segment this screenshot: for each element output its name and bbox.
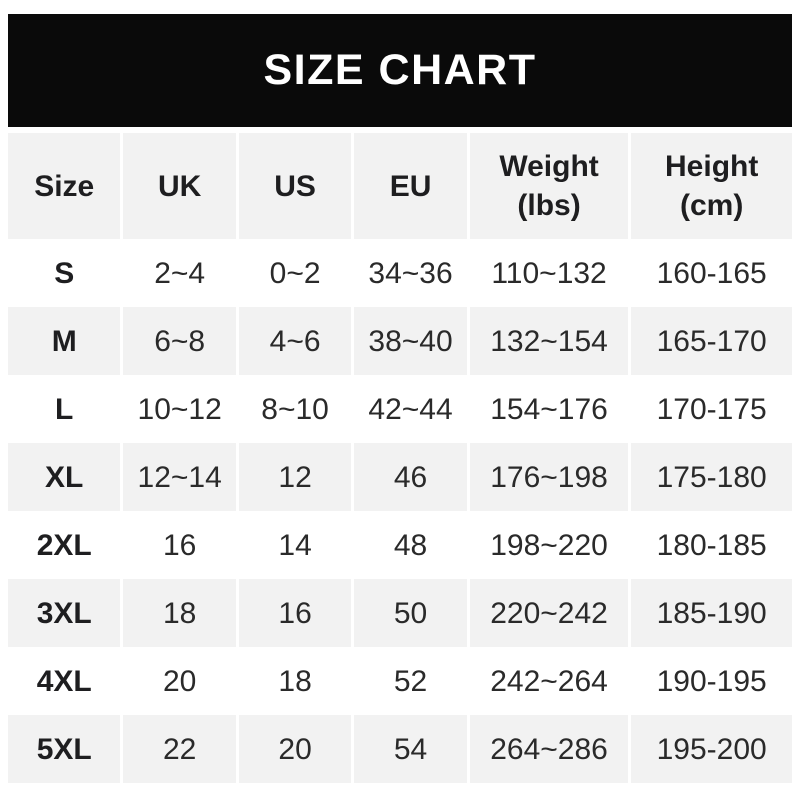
column-header-sublabel: (lbs) [517, 189, 581, 222]
eu-cell: 42~44 [368, 392, 453, 426]
weight-cell: 220~242 [469, 579, 629, 647]
size-table: Size UK US EU Weight (lbs) Height (cm) S… [8, 133, 792, 783]
eu-cell: 46 [354, 443, 467, 511]
us-cell: 0~2 [269, 256, 321, 290]
size-cell: XL [8, 443, 121, 511]
height-cell: 180-185 [656, 528, 767, 562]
uk-cell: 2~4 [154, 256, 206, 290]
weight-cell: 154~176 [490, 392, 608, 426]
column-header-weight: Weight (lbs) [469, 133, 629, 239]
height-cell: 195-200 [631, 715, 792, 783]
column-header-size: Size [8, 133, 121, 239]
column-header-label: EU [389, 169, 432, 203]
us-cell: 8~10 [261, 392, 329, 426]
uk-cell: 20 [162, 664, 197, 698]
uk-cell: 12~14 [123, 443, 236, 511]
height-cell: 175-180 [631, 443, 792, 511]
uk-cell: 22 [123, 715, 236, 783]
weight-cell: 176~198 [469, 443, 629, 511]
eu-cell: 48 [393, 528, 428, 562]
height-cell: 185-190 [631, 579, 792, 647]
size-cell: 5XL [8, 715, 121, 783]
size-cell: 2XL [36, 528, 92, 562]
height-cell: 165-170 [631, 307, 792, 375]
column-header-sublabel: (cm) [680, 189, 744, 222]
banner: SIZE CHART [8, 14, 792, 127]
weight-cell: 242~264 [490, 664, 608, 698]
size-cell: 4XL [36, 664, 92, 698]
eu-cell: 34~36 [368, 256, 453, 290]
us-cell: 4~6 [238, 307, 352, 375]
weight-cell: 198~220 [490, 528, 608, 562]
column-header-label: Size [34, 169, 95, 203]
size-cell: 3XL [8, 579, 121, 647]
eu-cell: 54 [354, 715, 467, 783]
uk-cell: 18 [123, 579, 236, 647]
eu-cell: 52 [393, 664, 428, 698]
uk-cell: 16 [162, 528, 197, 562]
uk-cell: 10~12 [137, 392, 222, 426]
us-cell: 20 [238, 715, 352, 783]
us-cell: 12 [238, 443, 352, 511]
column-header-label: Height [665, 150, 759, 183]
height-cell: 170-175 [656, 392, 767, 426]
eu-cell: 38~40 [354, 307, 467, 375]
weight-cell: 132~154 [469, 307, 629, 375]
column-header-label: Weight [499, 150, 599, 183]
height-cell: 160-165 [656, 256, 767, 290]
weight-cell: 264~286 [469, 715, 629, 783]
column-header-label: UK [157, 169, 202, 203]
page-title: SIZE CHART [263, 46, 537, 94]
uk-cell: 6~8 [123, 307, 236, 375]
size-cell: L [55, 392, 74, 426]
column-header-label: US [274, 169, 316, 203]
us-cell: 18 [278, 664, 312, 698]
column-header-height: Height (cm) [631, 133, 792, 239]
us-cell: 16 [238, 579, 352, 647]
us-cell: 14 [278, 528, 312, 562]
size-cell: M [8, 307, 121, 375]
weight-cell: 110~132 [491, 256, 607, 290]
column-header-eu: EU [354, 133, 467, 239]
height-cell: 190-195 [656, 664, 767, 698]
size-cell: S [54, 256, 75, 290]
column-header-us: US [238, 133, 352, 239]
eu-cell: 50 [354, 579, 467, 647]
column-header-uk: UK [123, 133, 236, 239]
